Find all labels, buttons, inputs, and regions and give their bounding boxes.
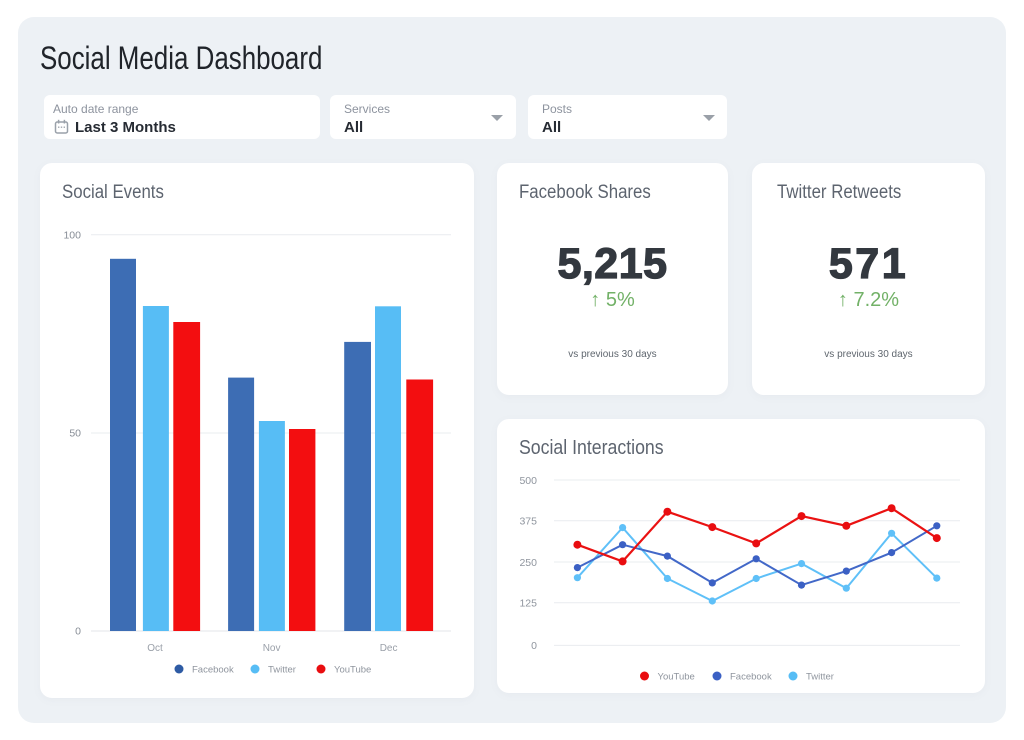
svg-text:50: 50 <box>69 428 81 440</box>
svg-text:Twitter: Twitter <box>806 672 834 683</box>
svg-text:YouTube: YouTube <box>334 665 371 676</box>
svg-text:125: 125 <box>519 598 537 610</box>
svg-text:0: 0 <box>75 626 81 638</box>
svg-text:250: 250 <box>519 557 537 569</box>
svg-text:0: 0 <box>531 640 537 652</box>
svg-text:100: 100 <box>63 229 81 241</box>
svg-text:Nov: Nov <box>263 643 281 654</box>
svg-text:YouTube: YouTube <box>658 672 695 683</box>
svg-text:375: 375 <box>519 516 537 528</box>
svg-text:Dec: Dec <box>380 643 398 654</box>
svg-text:Oct: Oct <box>147 643 163 654</box>
svg-text:500: 500 <box>519 475 537 487</box>
svg-text:Twitter: Twitter <box>268 665 296 676</box>
svg-text:Facebook: Facebook <box>192 665 234 676</box>
svg-text:Facebook: Facebook <box>730 672 772 683</box>
